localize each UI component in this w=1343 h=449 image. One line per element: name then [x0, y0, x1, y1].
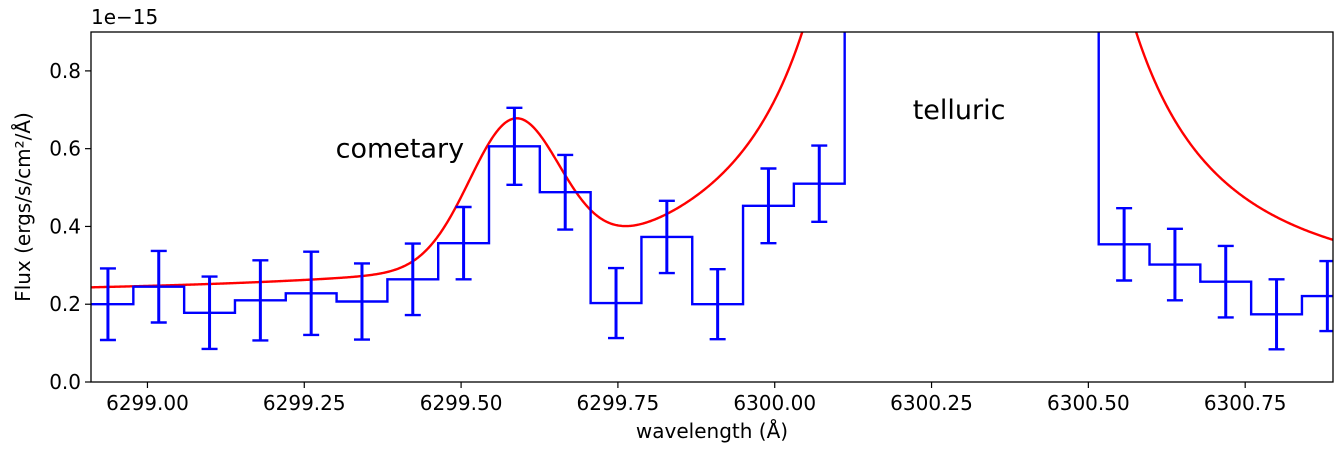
error-bar — [658, 199, 675, 275]
x-tick-label: 6299.00 — [106, 391, 189, 415]
y-tick-label: 0.0 — [49, 370, 81, 394]
error-bar — [811, 144, 828, 223]
error-bar — [709, 268, 726, 341]
x-tick-label: 6300.00 — [733, 391, 816, 415]
error-bar — [506, 106, 523, 187]
error-bar — [1217, 244, 1234, 319]
error-bar — [608, 266, 625, 340]
x-tick-label: 6300.50 — [1047, 391, 1130, 415]
x-tick-label: 6299.25 — [263, 391, 346, 415]
x-tick-label: 6300.25 — [890, 391, 973, 415]
error-bar — [1116, 206, 1133, 282]
error-bar — [303, 250, 320, 337]
plot-frame — [90, 31, 1334, 383]
y-axis-label: Flux (ergs/s/cm²/Å) — [11, 112, 35, 302]
x-tick-label: 6299.50 — [420, 391, 503, 415]
x-axis-label: wavelength (Å) — [636, 419, 788, 443]
offset-label: 1e−15 — [91, 5, 158, 29]
error-bar — [557, 153, 574, 231]
x-tick-label: 6299.75 — [577, 391, 660, 415]
error-bar — [455, 205, 472, 281]
error-bar — [353, 262, 370, 341]
y-tick-label: 0.2 — [49, 292, 81, 316]
y-tick-label: 0.8 — [49, 59, 81, 83]
error-bar — [201, 275, 218, 351]
error-bar — [1166, 227, 1183, 302]
model-fit-curve — [91, 32, 1333, 289]
error-bar — [99, 267, 116, 342]
annotation-cometary: cometary — [336, 134, 465, 165]
x-tick-label: 6300.75 — [1204, 391, 1287, 415]
annotation-telluric: telluric — [913, 95, 1006, 126]
error-bar — [150, 249, 167, 324]
error-bar — [760, 167, 777, 245]
error-bar — [1268, 278, 1285, 351]
error-bar — [404, 242, 421, 317]
y-tick-label: 0.6 — [49, 137, 81, 161]
y-tick-label: 0.4 — [49, 214, 81, 238]
error-bar — [252, 259, 269, 342]
plot-background — [91, 32, 1333, 382]
